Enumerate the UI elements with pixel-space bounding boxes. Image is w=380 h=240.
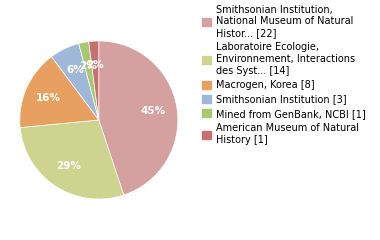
Wedge shape (89, 41, 99, 120)
Wedge shape (79, 42, 99, 120)
Wedge shape (20, 120, 124, 199)
Wedge shape (52, 43, 99, 120)
Wedge shape (99, 41, 178, 195)
Text: 45%: 45% (141, 106, 166, 116)
Text: 16%: 16% (36, 93, 61, 103)
Text: 2%: 2% (86, 60, 104, 70)
Text: 6%: 6% (66, 65, 84, 75)
Legend: Smithsonian Institution,
National Museum of Natural
Histor... [22], Laboratoire : Smithsonian Institution, National Museum… (203, 5, 366, 145)
Text: 29%: 29% (56, 161, 81, 171)
Text: 2%: 2% (79, 61, 97, 71)
Wedge shape (20, 57, 99, 128)
